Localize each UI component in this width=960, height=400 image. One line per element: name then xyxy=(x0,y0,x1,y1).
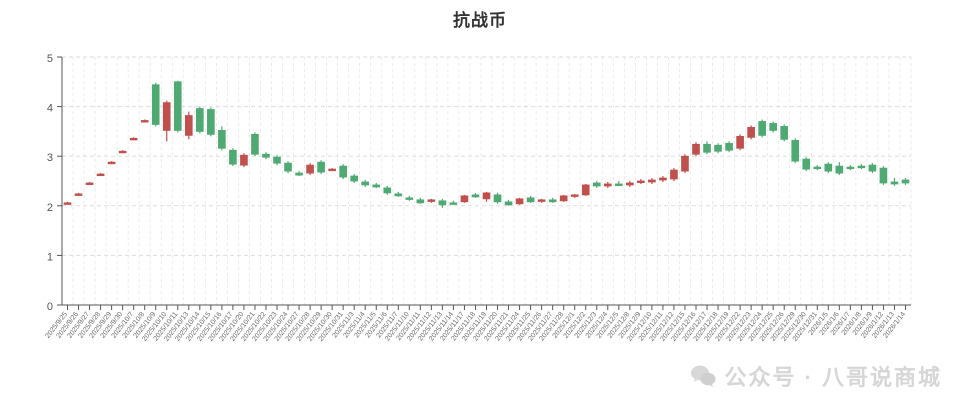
candle xyxy=(670,168,678,181)
candle xyxy=(372,182,381,188)
candle xyxy=(857,164,866,170)
candle xyxy=(592,181,601,188)
candle xyxy=(868,163,877,174)
candle xyxy=(162,100,171,142)
candle xyxy=(614,181,623,186)
candle xyxy=(118,150,127,154)
candle xyxy=(317,160,325,175)
candle xyxy=(802,157,811,172)
candle xyxy=(107,161,116,165)
candle xyxy=(692,142,700,157)
grid-lines xyxy=(61,56,912,306)
candle xyxy=(218,126,226,151)
svg-text:2: 2 xyxy=(47,202,53,214)
candle xyxy=(295,171,303,177)
candle xyxy=(769,121,777,133)
candle xyxy=(648,178,656,184)
candle xyxy=(196,106,204,134)
candle xyxy=(405,195,414,201)
candle xyxy=(747,125,755,140)
svg-text:0: 0 xyxy=(47,301,53,313)
candle xyxy=(879,166,888,185)
candle xyxy=(460,194,469,203)
candle xyxy=(251,132,259,157)
candle xyxy=(240,153,248,168)
candle xyxy=(780,124,789,142)
candle xyxy=(471,192,480,198)
y-axis: 0 1 2 3 4 5 xyxy=(47,53,63,313)
x-axis: 2025/9/252025/9/262025/9/272025/9/282025… xyxy=(44,304,911,343)
candle xyxy=(570,193,579,198)
candle xyxy=(284,161,292,174)
candle xyxy=(449,200,458,205)
svg-text:5: 5 xyxy=(47,53,53,65)
candle-series xyxy=(63,80,910,208)
candle xyxy=(173,80,182,133)
candle xyxy=(504,199,513,206)
candle xyxy=(184,111,193,140)
candle xyxy=(383,185,392,195)
candle xyxy=(482,191,491,202)
candle xyxy=(151,82,160,127)
candle xyxy=(427,198,436,203)
candle xyxy=(758,119,766,138)
candle xyxy=(129,137,138,141)
candle xyxy=(725,141,733,153)
chart-title: 抗战币 xyxy=(453,11,507,30)
candle xyxy=(229,148,237,167)
candle xyxy=(306,163,314,176)
candle xyxy=(813,165,822,171)
candle xyxy=(890,178,899,186)
candle xyxy=(526,195,535,203)
svg-text:3: 3 xyxy=(47,152,53,164)
candle xyxy=(96,173,105,177)
candle xyxy=(361,180,370,187)
candle xyxy=(493,192,502,204)
candle xyxy=(626,181,634,187)
candle xyxy=(714,143,722,154)
candle xyxy=(659,176,667,182)
candle xyxy=(74,192,83,196)
candle xyxy=(515,197,524,205)
candle xyxy=(85,181,94,185)
candle xyxy=(416,197,425,204)
candle xyxy=(824,162,833,174)
candle xyxy=(559,194,568,202)
candle xyxy=(273,155,281,166)
candle xyxy=(140,119,149,123)
candle xyxy=(637,179,645,184)
candle xyxy=(262,152,270,160)
candle xyxy=(537,198,546,203)
candle xyxy=(63,201,72,205)
candle xyxy=(835,162,844,176)
candle xyxy=(581,183,590,196)
candle xyxy=(681,154,689,174)
candle xyxy=(703,141,711,155)
candle xyxy=(901,178,910,185)
candle xyxy=(736,134,744,151)
candle xyxy=(207,107,215,137)
candle xyxy=(548,197,557,203)
candle xyxy=(328,168,336,172)
candle xyxy=(846,165,855,171)
candle xyxy=(394,191,403,197)
svg-text:4: 4 xyxy=(47,103,53,115)
candle xyxy=(350,174,359,183)
candle xyxy=(791,138,800,164)
candle xyxy=(603,181,612,188)
svg-text:1: 1 xyxy=(47,251,53,263)
candle xyxy=(339,164,347,180)
candle xyxy=(438,198,447,208)
